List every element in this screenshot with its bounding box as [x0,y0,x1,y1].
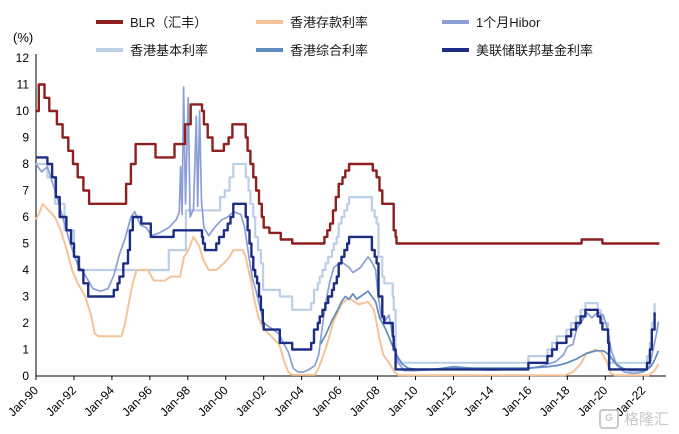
legend-label-hibor_1m: 1个月Hibor [476,15,541,30]
legend-label-fed_funds: 美联储联邦基金利率 [476,43,594,58]
legend-item-hk_base: 香港基本利率 [96,40,246,59]
watermark-text: 格隆汇 [623,411,669,428]
legend-item-hk_composite: 香港综合利率 [256,40,432,59]
x-tick-label: Jan-12 [423,383,459,419]
gelonghui-logo-icon: G [598,408,619,429]
legend-marker-fed_funds [442,47,469,52]
y-tick-label: 8 [22,157,29,171]
y-tick-label: 11 [17,78,30,92]
x-tick-label: Jan-06 [309,383,345,419]
series-line-fed_funds [36,156,656,371]
x-tick-label: Jan-16 [499,383,535,419]
y-tick-label: 5 [22,237,29,251]
gelonghui-watermark: G 格隆汇 [598,408,669,429]
legend-label-hk_base: 香港基本利率 [130,43,209,58]
x-tick-label: Jan-18 [537,383,573,419]
legend-marker-hibor_1m [442,19,469,24]
y-tick-label: 0 [22,369,29,383]
y-tick-label: 10 [16,104,30,118]
legend-marker-blr [96,19,123,24]
legend-label-blr: BLR（汇丰） [130,15,208,30]
x-tick-label: Jan-96 [119,383,155,419]
legend-item-blr: BLR（汇丰） [96,12,246,31]
legend-marker-hk_composite [256,47,283,52]
y-tick-label: 9 [22,131,29,145]
x-tick-label: Jan-14 [461,383,497,419]
x-tick-label: Jan-02 [233,383,269,419]
y-tick-label: 12 [16,51,30,65]
x-tick-label: Jan-00 [195,383,231,419]
x-tick-label: Jan-10 [385,383,421,419]
legend-label-hk_deposit: 香港存款利率 [290,15,369,30]
x-tick-label: Jan-98 [157,383,193,419]
series-line-hk_deposit [35,202,660,377]
legend-item-hk_deposit: 香港存款利率 [256,12,432,31]
y-tick-label: 2 [22,316,29,330]
legend-item-fed_funds: 美联储联邦基金利率 [442,40,593,59]
y-tick-label: 6 [22,210,29,224]
y-axis-unit-label: (%) [13,30,34,45]
legend: BLR（汇丰） 香港存款利率 1个月Hibor 香港基本利率 香港综合利率 美联储联邦基金… [96,12,593,59]
legend-marker-hk_deposit [256,19,283,24]
y-tick-label: 1 [22,343,29,357]
legend-marker-hk_base [96,47,123,52]
series-line-blr [36,83,660,245]
legend-item-hibor_1m: 1个月Hibor [442,12,593,31]
y-tick-label: 7 [22,184,29,198]
x-tick-label: Jan-92 [43,383,79,419]
x-tick-label: Jan-94 [81,383,117,419]
y-tick-label: 3 [22,290,29,304]
legend-label-hk_composite: 香港综合利率 [290,43,369,58]
x-tick-label: Jan-90 [5,383,41,419]
y-tick-label: 4 [22,263,29,277]
x-tick-label: Jan-04 [271,383,307,419]
x-tick-label: Jan-08 [347,383,383,419]
